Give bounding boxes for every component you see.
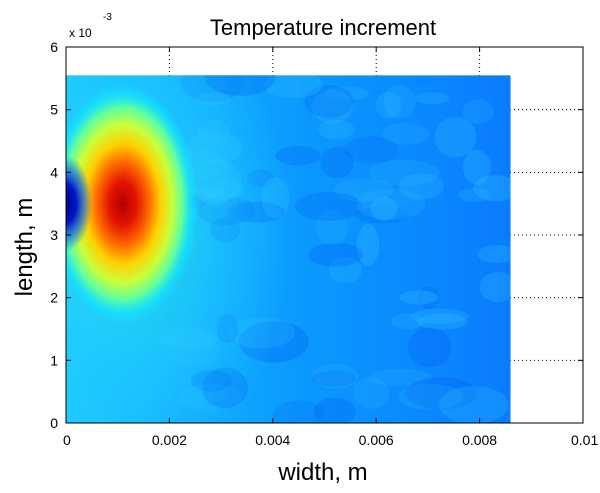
heatmap-cell <box>314 397 356 423</box>
heatmap-cell <box>272 400 325 423</box>
y-tick-label: 0 <box>50 415 58 431</box>
heatmap-cell <box>368 159 440 187</box>
heatmap-cell <box>354 206 409 224</box>
x-tick-label: 0 <box>63 432 71 448</box>
heatmap-cell <box>312 363 359 390</box>
heatmap-cell <box>368 368 432 387</box>
heatmap-cell <box>417 286 440 310</box>
heatmap-cell <box>414 92 450 105</box>
heatmap-cell <box>307 243 363 267</box>
hotspot <box>66 83 198 324</box>
heatmap-cell <box>477 245 511 264</box>
heatmap-cell <box>383 85 416 119</box>
y-tick-label: 1 <box>50 352 58 368</box>
y-tick-label: 2 <box>50 290 58 306</box>
heatmap-cell <box>275 146 321 166</box>
heatmap-cell <box>355 188 426 220</box>
y-tick-label: 4 <box>50 164 58 180</box>
axis-ticks <box>65 46 584 424</box>
heatmap-cell <box>311 89 353 124</box>
heatmap-cell <box>311 370 357 387</box>
heatmap-cell <box>333 178 394 202</box>
x-tick-label: 0.006 <box>359 432 394 448</box>
heatmap-cell <box>375 91 402 119</box>
heatmap-cell <box>479 272 511 302</box>
heatmap-cell <box>458 188 491 202</box>
x-tick-label: 0.01 <box>571 432 598 448</box>
heatmap-field <box>66 75 511 423</box>
heatmap-cell <box>473 175 511 202</box>
y-tick-label: 6 <box>50 39 58 55</box>
heatmap-cell <box>356 223 380 266</box>
heatmap-cell <box>304 85 354 118</box>
heatmap-cell <box>439 386 509 423</box>
heatmap-cell <box>316 210 349 246</box>
heatmap-cell <box>410 308 469 324</box>
heatmap-cell <box>370 196 398 221</box>
x-tick-label: 0.002 <box>152 432 187 448</box>
heatmap-cell <box>398 383 464 410</box>
y-multiplier-exponent: -3 <box>103 12 112 23</box>
heatmap-cell <box>417 313 468 330</box>
y-tick-label: 5 <box>50 102 58 118</box>
heatmap-cell <box>408 327 452 368</box>
heatmap-cell <box>323 86 370 101</box>
heatmap-cell <box>353 377 390 409</box>
heatmap-cell <box>434 116 477 158</box>
heatmap-cell <box>462 99 495 124</box>
heatmap-cell <box>405 377 478 410</box>
chart-title: Temperature increment <box>210 15 436 40</box>
y-tick-label: 3 <box>50 227 58 243</box>
heatmap-cell <box>390 313 424 330</box>
coldspot <box>66 155 92 252</box>
y-axis-label: length, m <box>11 198 38 297</box>
heatmap-cell <box>382 122 430 145</box>
x-tick-label: 0.004 <box>255 432 290 448</box>
heatmap-cell <box>343 136 399 164</box>
y-multiplier: x 10 <box>69 26 92 40</box>
x-axis-label: width, m <box>277 459 367 486</box>
x-tick-labels: 0 0.002 0.004 0.006 0.008 0.01 <box>63 432 598 448</box>
heatmap-cell <box>320 146 354 179</box>
heatmap-cell <box>399 290 439 305</box>
heatmap-cell <box>328 257 362 284</box>
heatmap-cell <box>295 191 363 221</box>
heatmap-cell <box>318 119 355 140</box>
heatmap-cell <box>264 75 323 99</box>
heatmap-cell <box>462 149 491 185</box>
y-tick-labels: 0 1 2 3 4 5 6 <box>50 39 58 431</box>
x-tick-label: 0.008 <box>462 432 497 448</box>
heatmap-cell <box>398 173 445 200</box>
